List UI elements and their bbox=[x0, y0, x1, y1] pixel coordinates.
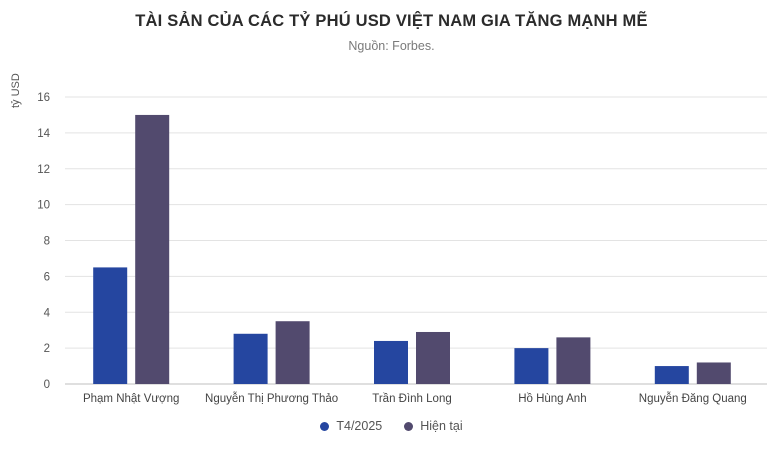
bar-t4-2025[interactable] bbox=[374, 340, 408, 384]
y-tick-label: 6 bbox=[44, 271, 50, 283]
legend: T4/2025 Hiện tại bbox=[0, 419, 783, 433]
x-tick-label: Phạm Nhật Vượng bbox=[83, 393, 179, 405]
bar-hien-tai[interactable] bbox=[135, 114, 170, 384]
y-tick-label: 0 bbox=[44, 379, 50, 391]
bar-t4-2025[interactable] bbox=[654, 366, 689, 384]
chart-title: TÀI SẢN CỦA CÁC TỶ PHÚ USD VIỆT NAM GIA … bbox=[135, 12, 648, 30]
x-tick-label: Trần Đình Long bbox=[372, 393, 451, 405]
x-tick-label: Nguyễn Thị Phương Thảo bbox=[205, 392, 338, 405]
y-tick-label: 10 bbox=[37, 200, 50, 212]
legend-item-t4-2025[interactable]: T4/2025 bbox=[320, 419, 382, 433]
bar-hien-tai[interactable] bbox=[556, 337, 591, 384]
y-tick-label: 12 bbox=[37, 164, 50, 176]
bar-t4-2025[interactable] bbox=[514, 348, 549, 384]
bar-hien-tai[interactable] bbox=[275, 321, 310, 384]
y-tick-label: 14 bbox=[37, 128, 50, 140]
bar-t4-2025[interactable] bbox=[93, 267, 128, 384]
legend-label-t4-2025: T4/2025 bbox=[336, 419, 383, 433]
bar-hien-tai[interactable] bbox=[416, 331, 450, 384]
bar-hien-tai[interactable] bbox=[696, 362, 731, 384]
y-tick-label: 4 bbox=[44, 307, 51, 319]
legend-label-hien-tai: Hiện tại bbox=[420, 419, 463, 433]
legend-item-hien-tai[interactable]: Hiện tại bbox=[404, 419, 463, 433]
y-tick-label: 2 bbox=[44, 343, 50, 355]
x-tick-label: Nguyễn Đăng Quang bbox=[639, 392, 747, 405]
x-tick-label: Hồ Hùng Anh bbox=[518, 393, 586, 405]
legend-swatch-t4-2025 bbox=[320, 421, 330, 431]
y-tick-label: 8 bbox=[44, 236, 50, 248]
legend-swatch-hien-tai bbox=[404, 421, 414, 431]
bar-t4-2025[interactable] bbox=[233, 333, 268, 384]
chart-subtitle: Nguồn: Forbes. bbox=[348, 39, 435, 53]
y-tick-label: 16 bbox=[37, 92, 50, 104]
